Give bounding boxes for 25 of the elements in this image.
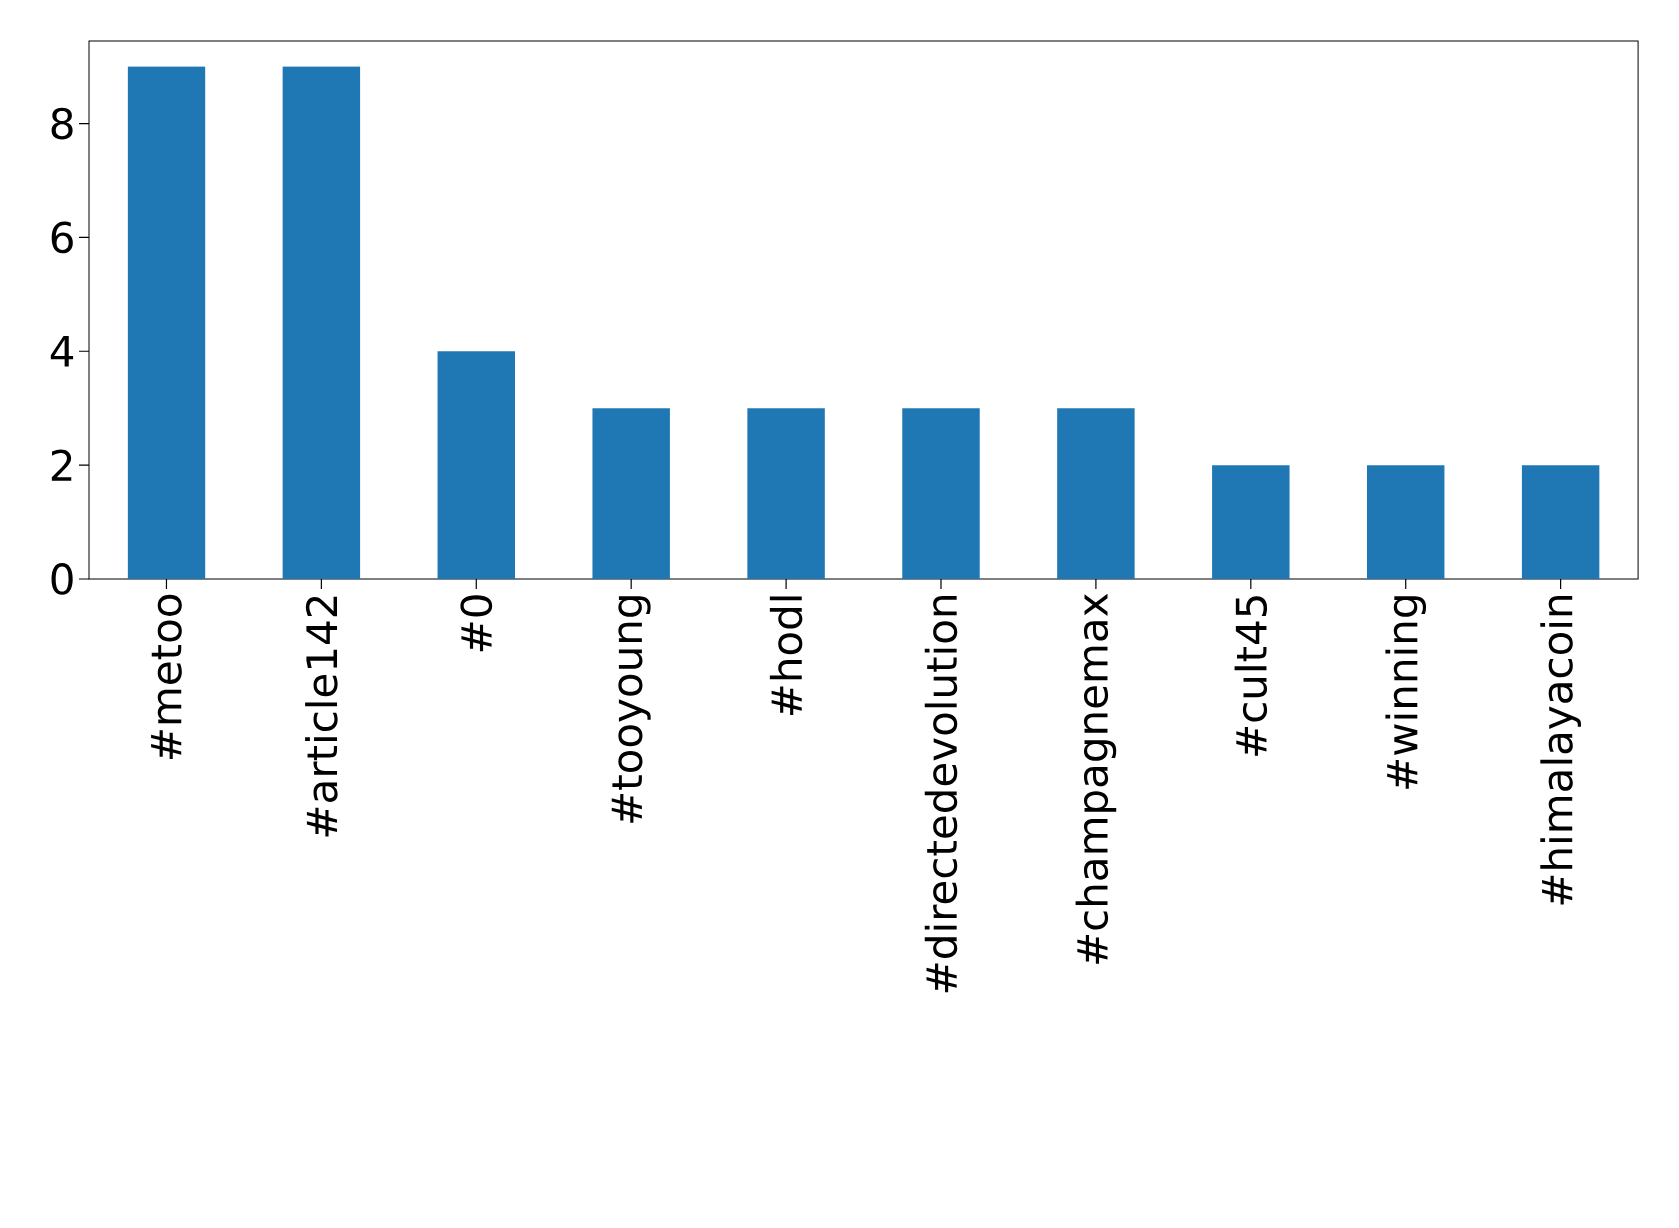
bar [1521,465,1600,579]
y-tick-label: 4 [50,335,74,367]
x-tick-label: #tooyoung [611,596,651,823]
bar [1366,465,1445,579]
bar [902,408,980,579]
x-tick-label: #cult45 [1234,596,1268,756]
y-tick-label: 6 [51,221,73,254]
x-tick-label: #hodl [769,596,803,716]
bar [747,408,825,579]
y-tick-label: 2 [51,449,72,481]
y-tick-label: 8 [51,107,73,140]
x-tick-label: #directedevolution [924,596,958,993]
bar [127,66,206,579]
x-tick-label: #0 [460,595,493,652]
y-tick-label: 0 [51,563,73,595]
bar [592,408,670,579]
bar [1212,465,1290,579]
x-tick-label: #metoo [151,594,182,760]
x-tick-label: #article142 [305,596,338,837]
x-tick-label: #himalayacoin [1540,596,1581,905]
x-tick-label: #champagnemax [1075,593,1117,964]
x-tick-label: #winning [1385,596,1427,789]
bar [282,66,361,579]
bar [1057,408,1135,579]
bar [437,351,515,579]
